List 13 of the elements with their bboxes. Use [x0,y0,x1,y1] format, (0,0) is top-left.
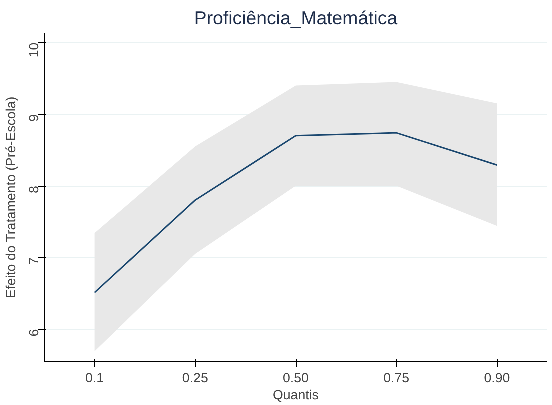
y-tick-label: 9 [26,114,42,122]
y-tick-label: 8 [26,186,42,194]
x-tick-label: 0.75 [384,370,410,386]
x-tick-label: 0.1 [86,370,104,386]
y-tick-label: 7 [26,258,42,266]
x-axis-title: Quantis [273,388,320,402]
x-tick-label: 0.25 [182,370,208,386]
y-tick-label: 6 [26,329,42,337]
y-tick-label: 10 [26,42,42,58]
chart-title: Proficiência_Matemática [194,8,398,28]
x-tick-label: 0.50 [283,370,309,386]
x-tick-label: 0.90 [484,370,510,386]
y-axis-title: Efeito do Tratamento (Pré-Escola) [4,96,18,298]
